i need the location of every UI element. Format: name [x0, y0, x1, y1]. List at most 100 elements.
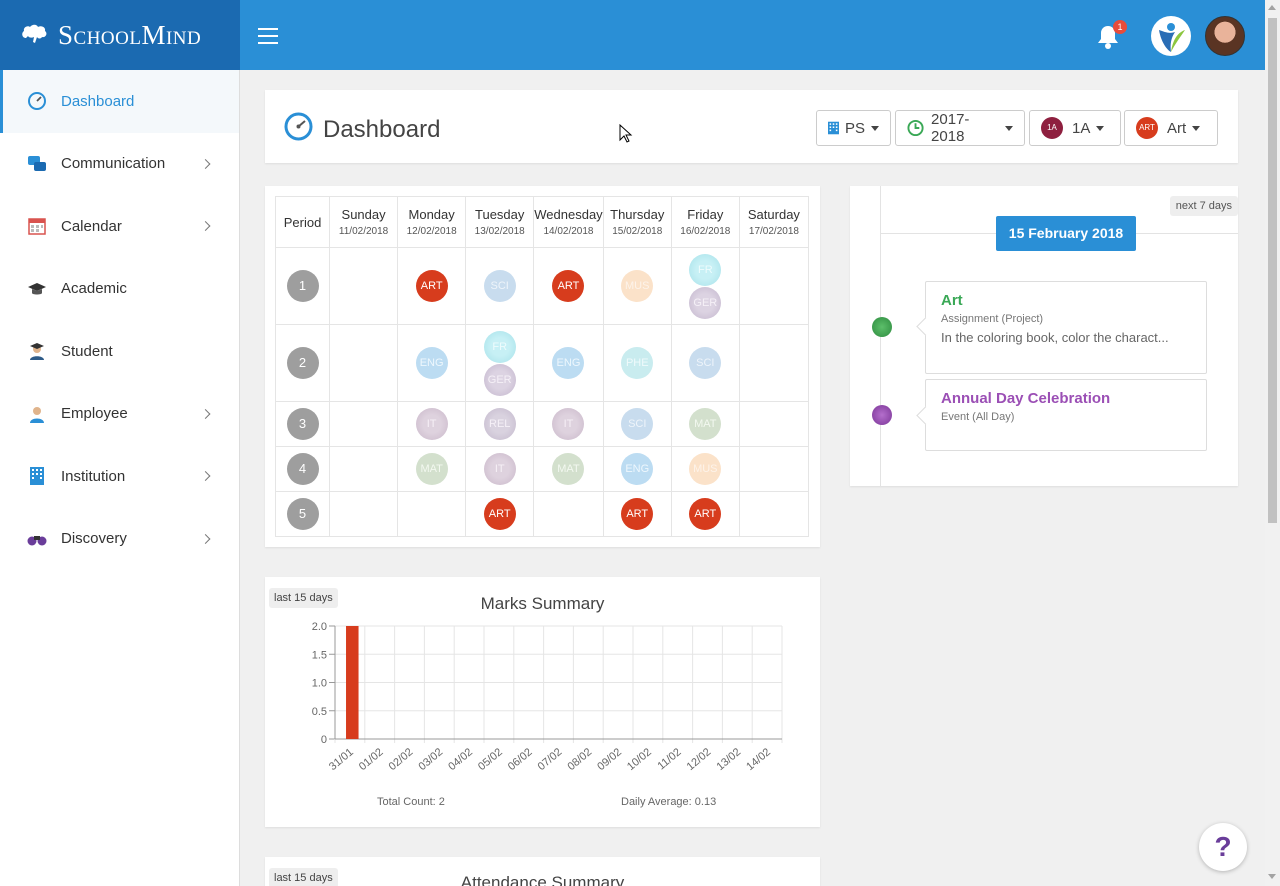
- sidebar-item-student[interactable]: Student: [0, 320, 239, 383]
- subject-badge-it[interactable]: IT: [415, 408, 448, 440]
- subject-badge-sci[interactable]: SCI: [689, 347, 722, 379]
- event-item[interactable]: Art Assignment (Project) In the coloring…: [925, 281, 1207, 374]
- attendance-summary-card: last 15 days Attendance Summary: [265, 857, 820, 886]
- day-header: Wednesday 14/02/2018: [533, 196, 604, 248]
- subject-badge-mus[interactable]: MUS: [621, 270, 654, 302]
- x-tick-label: 01/02: [357, 746, 386, 773]
- mouse-cursor-icon: [619, 124, 633, 143]
- y-tick-label: 2.0: [312, 621, 327, 633]
- sidebar-item-communication[interactable]: Communication: [0, 133, 239, 196]
- sidebar-item-academic[interactable]: Academic: [0, 258, 239, 321]
- x-tick-label: 12/02: [685, 746, 714, 773]
- timetable-cell: ART: [602, 491, 672, 537]
- subject-badge-art[interactable]: ART: [552, 270, 585, 302]
- subject-badge-art[interactable]: ART: [483, 498, 516, 530]
- timetable: Period Sunday 11/02/2018 Monday 12/02/2018 Tu…: [274, 196, 810, 537]
- sidebar-item-label: Academic: [61, 280, 127, 298]
- period-header: Period: [274, 196, 331, 248]
- brand-name: SchoolMind: [58, 19, 202, 50]
- subject-badge-art[interactable]: ART: [689, 498, 722, 530]
- subject-badge-phe[interactable]: PHE: [621, 347, 654, 379]
- y-tick-label: 0.5: [312, 706, 327, 718]
- scroll-up-arrow[interactable]: [1268, 5, 1276, 10]
- subject-badge-fr[interactable]: FR: [689, 253, 722, 286]
- x-tick-label: 04/02: [446, 746, 475, 773]
- subject-badge-art[interactable]: ART: [621, 498, 654, 530]
- timetable-cell: PHE: [602, 324, 672, 402]
- sidebar-item-employee[interactable]: Employee: [0, 383, 239, 446]
- menu-toggle-icon[interactable]: [258, 28, 278, 44]
- year-dropdown[interactable]: 2017-2018: [895, 110, 1025, 146]
- event-description: In the coloring book, color the charact.…: [941, 330, 1169, 345]
- sidebar-item-discovery[interactable]: Discovery: [0, 508, 239, 571]
- day-name: Friday: [687, 207, 724, 222]
- timetable-cell: REL: [465, 401, 535, 447]
- sidebar-item-calendar[interactable]: Calendar: [0, 195, 239, 258]
- subject-badge-mat[interactable]: MAT: [689, 408, 722, 440]
- y-tick-label: 0: [321, 734, 327, 746]
- subject-badge-eng[interactable]: ENG: [552, 347, 585, 379]
- subject-badge-eng[interactable]: ENG: [621, 453, 654, 485]
- subject-badge-rel[interactable]: REL: [483, 408, 516, 440]
- subject-badge: ART: [1136, 117, 1158, 139]
- timetable-cell: [329, 491, 399, 537]
- subject-badge-ger[interactable]: GER: [689, 286, 722, 319]
- timetable-cell: [397, 491, 467, 537]
- sidebar-item-label: Student: [61, 342, 113, 360]
- day-header: Tuesday 13/02/2018: [465, 196, 535, 248]
- day-name: Tuesday: [475, 207, 525, 222]
- marks-summary-card: 0 0.5 1.0 1.5 2.0 31/01 01/02 02/02 03/02 04/02 05…: [265, 577, 820, 827]
- event-item[interactable]: Annual Day Celebration Event (All Day): [925, 379, 1207, 451]
- speedometer-icon: [27, 91, 47, 111]
- sidebar-item-dashboard[interactable]: Dashboard: [0, 70, 239, 133]
- user-avatar[interactable]: [1205, 16, 1245, 56]
- timetable-cell: [738, 324, 810, 402]
- events-range-tag: next 7 days: [1169, 196, 1238, 216]
- day-name: Monday: [408, 207, 455, 222]
- subject-dropdown[interactable]: ART Art: [1124, 110, 1218, 146]
- sidebar-item-label: Institution: [61, 467, 126, 485]
- timetable-row: 2 ENG FR GER ENG PHE SCI: [274, 324, 810, 402]
- brand-logo[interactable]: SchoolMind: [0, 0, 240, 70]
- x-tick-label: 02/02: [387, 746, 416, 773]
- subject-badge-it[interactable]: IT: [552, 408, 585, 440]
- subject-badge-art[interactable]: ART: [415, 270, 448, 302]
- sidebar-item-label: Communication: [61, 155, 166, 173]
- day-header: Sunday 11/02/2018: [329, 196, 399, 248]
- help-button[interactable]: ?: [1199, 823, 1247, 871]
- timetable-cell: IT: [533, 401, 604, 447]
- clock-icon: [907, 119, 924, 137]
- day-name: Sunday: [341, 207, 386, 222]
- subject-badge-mat[interactable]: MAT: [415, 453, 448, 485]
- class-dropdown[interactable]: 1A 1A: [1029, 110, 1121, 146]
- timetable-cell: ART: [397, 247, 467, 325]
- subject-badge-eng[interactable]: ENG: [415, 347, 448, 379]
- subject-badge-mat[interactable]: MAT: [552, 453, 585, 485]
- x-tick-label: 08/02: [565, 746, 594, 773]
- sidebar-item-institution[interactable]: Institution: [0, 445, 239, 508]
- subject-badge-ger[interactable]: GER: [483, 363, 516, 396]
- timetable-cell: ART: [465, 491, 535, 537]
- scrollbar[interactable]: [1265, 0, 1280, 886]
- app-logo-icon[interactable]: [1151, 16, 1191, 56]
- school-value: PS: [844, 119, 865, 137]
- x-tick-label: 03/02: [416, 746, 445, 773]
- subject-badge-sci[interactable]: SCI: [483, 270, 516, 302]
- subject-badge-fr[interactable]: FR: [483, 330, 516, 363]
- scroll-down-arrow[interactable]: [1268, 874, 1276, 879]
- daily-average: Daily Average: 0.13: [621, 796, 717, 808]
- day-date: 16/02/2018: [680, 226, 731, 237]
- timetable-cell: ENG: [602, 446, 672, 492]
- subject-badge-it[interactable]: IT: [483, 453, 516, 485]
- timetable-cell: [329, 446, 399, 492]
- student-icon: [27, 341, 47, 361]
- timetable-row: 4 MAT IT MAT ENG MUS: [274, 446, 810, 492]
- period-number: 2: [286, 347, 319, 379]
- scroll-thumb[interactable]: [1268, 18, 1277, 523]
- day-date: 14/02/2018: [543, 226, 594, 237]
- subject-badge-mus[interactable]: MUS: [689, 453, 722, 485]
- timetable-cell: MUS: [670, 446, 740, 492]
- chevron-right-icon: [200, 408, 211, 419]
- subject-badge-sci[interactable]: SCI: [621, 408, 654, 440]
- school-dropdown[interactable]: PS: [816, 110, 891, 146]
